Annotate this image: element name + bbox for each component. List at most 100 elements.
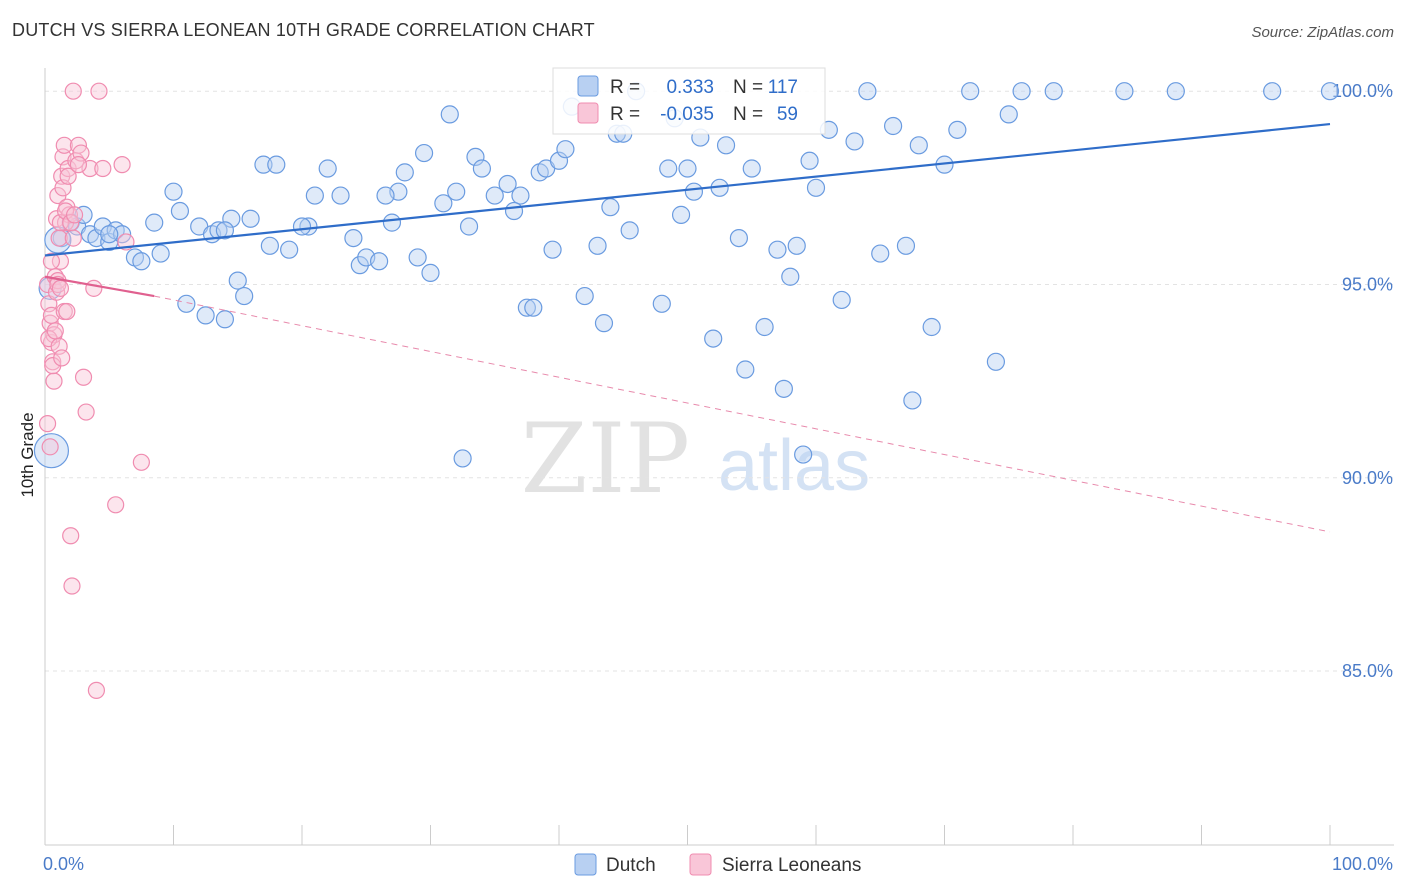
data-point-dutch <box>215 310 234 329</box>
data-point-dutch <box>376 186 395 205</box>
data-point-dutch <box>659 159 678 178</box>
x-tick-label: 0.0% <box>43 854 84 874</box>
y-axis-label: 10th Grade <box>18 412 37 497</box>
data-point-dutch <box>235 286 254 306</box>
data-point-dutch <box>485 186 504 205</box>
data-point-dutch <box>414 143 434 163</box>
data-point-dutch <box>305 186 324 205</box>
axes <box>44 68 1394 846</box>
data-point-sierra-leoneans <box>85 279 103 297</box>
data-point-dutch <box>620 221 639 240</box>
data-point-sierra-leoneans <box>69 156 88 174</box>
legend-r-value-sierra: -0.035 <box>660 104 714 125</box>
data-point-dutch <box>800 151 819 170</box>
y-tick-label: 100.0% <box>1332 81 1393 101</box>
data-point-dutch <box>145 213 164 232</box>
source-label: Source: ZipAtlas.com <box>1251 24 1394 41</box>
data-point-dutch <box>684 182 704 201</box>
data-point-dutch <box>74 205 93 224</box>
data-point-dutch <box>794 445 813 464</box>
legend-n-label-sierra: N = <box>733 104 763 125</box>
data-point-dutch <box>1115 82 1134 101</box>
data-point-dutch <box>871 244 890 263</box>
trend-line-sierra-solid <box>44 275 155 298</box>
data-point-dutch <box>280 240 299 259</box>
data-point-dutch <box>517 298 536 317</box>
y-tick-labels: 85.0% 90.0% 95.0% 100.0% <box>1332 81 1393 681</box>
data-point-dutch <box>543 240 562 259</box>
data-point-dutch <box>170 201 190 221</box>
data-point-dutch <box>909 136 928 155</box>
data-point-dutch <box>299 217 318 236</box>
data-point-dutch <box>382 213 402 232</box>
data-point-dutch <box>986 352 1006 371</box>
data-point-sierra-leoneans <box>65 206 84 224</box>
data-point-dutch <box>652 294 671 313</box>
data-point-dutch <box>736 360 755 379</box>
data-point-sierra-leoneans <box>38 415 57 433</box>
data-point-dutch <box>132 252 151 271</box>
data-point-dutch <box>961 82 980 101</box>
y-tick-label: 95.0% <box>1342 274 1393 294</box>
data-point-dutch <box>601 198 620 217</box>
watermark-atlas: atlas <box>718 426 870 506</box>
data-point-dutch <box>787 236 806 255</box>
y-tick-label: 90.0% <box>1342 468 1393 488</box>
data-point-sierra-leoneans <box>45 372 63 390</box>
data-point-dutch <box>511 186 530 205</box>
data-point-dutch <box>151 244 170 263</box>
data-point-dutch <box>768 240 787 259</box>
data-point-dutch <box>1320 82 1340 101</box>
data-point-dutch <box>112 225 132 244</box>
data-point-dutch <box>292 217 312 236</box>
legend-n-value-sierra: 59 <box>777 104 798 125</box>
data-point-dutch <box>1263 82 1282 101</box>
data-point-sierra-leoneans <box>74 368 93 386</box>
data-point-sierra-leoneans <box>62 527 80 545</box>
data-point-dutch <box>524 298 543 317</box>
x-tick-label: 100.0% <box>1332 854 1393 874</box>
data-point-sierra-leoneans <box>53 349 71 367</box>
data-point-dutch <box>903 391 922 410</box>
legend-r-value-dutch: 0.333 <box>666 77 714 98</box>
data-point-dutch <box>832 290 851 310</box>
legend-swatch-sierra-leoneans <box>577 102 599 124</box>
data-point-dutch <box>254 155 273 174</box>
data-point-dutch <box>948 120 967 139</box>
series-dutch-points <box>33 82 1340 469</box>
data-point-sierra-leoneans <box>44 353 62 371</box>
data-point-dutch <box>883 116 903 136</box>
data-point-sierra-leoneans <box>77 403 95 421</box>
data-point-dutch <box>774 379 793 398</box>
data-point-sierra-leoneans <box>90 82 108 100</box>
bottom-legend-swatch-dutch <box>574 853 597 876</box>
bottom-legend-label-sierra: Sierra Leoneans <box>722 855 861 876</box>
data-point-dutch <box>408 248 427 267</box>
data-point-dutch <box>267 155 286 174</box>
data-point-dutch <box>1044 82 1063 101</box>
data-point-dutch <box>504 201 524 221</box>
data-point-dutch <box>588 236 607 255</box>
data-point-sierra-leoneans <box>132 453 150 471</box>
data-point-dutch <box>440 105 459 124</box>
data-point-sierra-leoneans <box>87 681 106 699</box>
watermark-zip: ZIP <box>521 403 690 515</box>
series-legend: Dutch Sierra Leoneans <box>574 853 861 876</box>
data-point-sierra-leoneans <box>51 279 70 297</box>
chart-title: DUTCH VS SIERRA LEONEAN 10TH GRADE CORRE… <box>12 20 595 40</box>
data-point-dutch <box>671 205 691 224</box>
data-point-dutch <box>222 209 241 228</box>
data-point-dutch <box>781 267 800 286</box>
data-point-dutch <box>370 252 389 271</box>
data-point-dutch <box>318 159 337 178</box>
data-point-dutch <box>729 228 749 248</box>
data-point-dutch <box>999 105 1018 124</box>
bottom-legend-label-dutch: Dutch <box>606 855 656 876</box>
data-point-dutch <box>498 174 517 194</box>
legend-n-label-dutch: N = <box>733 77 763 98</box>
legend-swatch-dutch <box>577 75 599 97</box>
legend-n-value-dutch: 117 <box>768 77 798 98</box>
data-point-dutch <box>453 449 472 468</box>
x-tick-labels: 0.0% 100.0% <box>43 854 1393 874</box>
